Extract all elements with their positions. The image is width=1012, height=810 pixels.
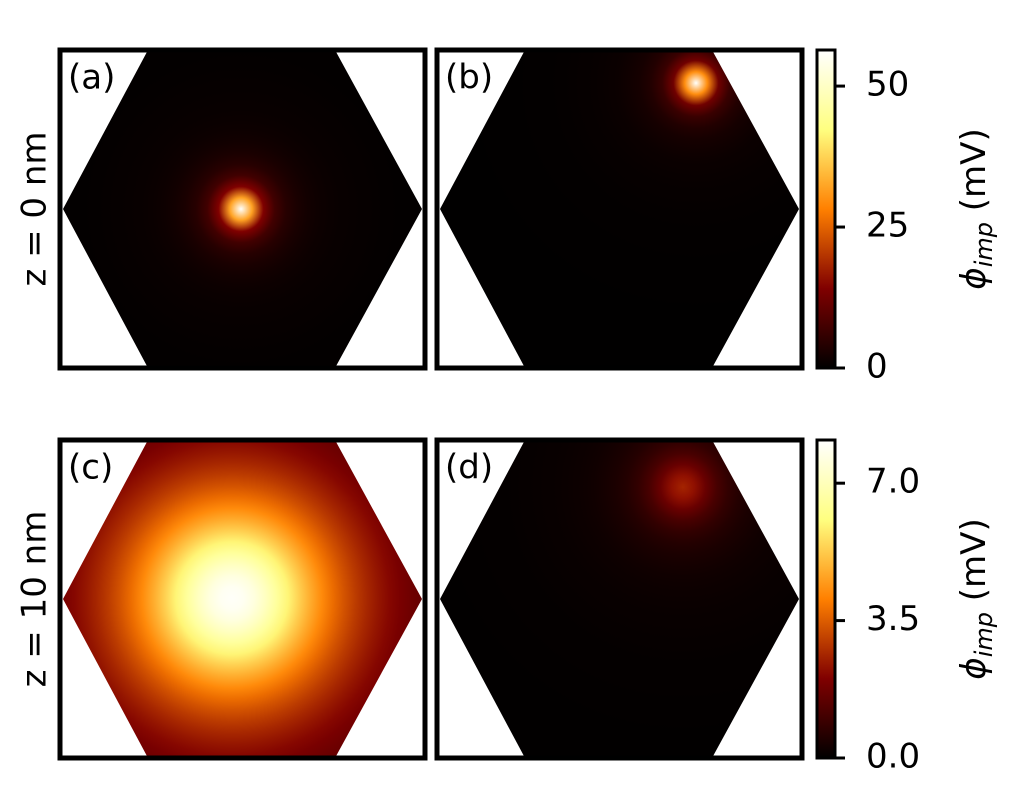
colorbar-tick-label: 3.5 bbox=[866, 599, 920, 639]
panel-frame bbox=[434, 437, 805, 761]
panel-label: (b) bbox=[445, 58, 493, 98]
colorbar-tick-label: 25 bbox=[866, 206, 909, 246]
panel-label: (d) bbox=[445, 448, 493, 488]
colorbar-label: ϕimp (mV) bbox=[954, 128, 999, 289]
heatmap-field bbox=[440, 440, 799, 758]
colorbar-tick-label: 0 bbox=[866, 347, 888, 387]
heatmap-field bbox=[440, 50, 799, 368]
colorbar bbox=[815, 438, 837, 760]
colorbar-tick-label: 50 bbox=[866, 65, 909, 105]
heatmap-field bbox=[63, 50, 422, 368]
panel-label: (c) bbox=[68, 448, 113, 488]
panel-frame bbox=[434, 47, 805, 371]
colorbar-tick-label: 0.0 bbox=[866, 737, 920, 777]
panel-label: (a) bbox=[68, 58, 115, 98]
colorbar-label: ϕimp (mV) bbox=[954, 518, 999, 679]
heatmap-field bbox=[63, 440, 422, 758]
row-label: z = 10 nm bbox=[15, 511, 55, 688]
colorbar-tick-label: 7.0 bbox=[866, 462, 920, 502]
panel-frame bbox=[57, 437, 428, 761]
colorbar bbox=[815, 48, 837, 370]
row-label: z = 0 nm bbox=[15, 131, 55, 286]
panel-frame bbox=[57, 47, 428, 371]
